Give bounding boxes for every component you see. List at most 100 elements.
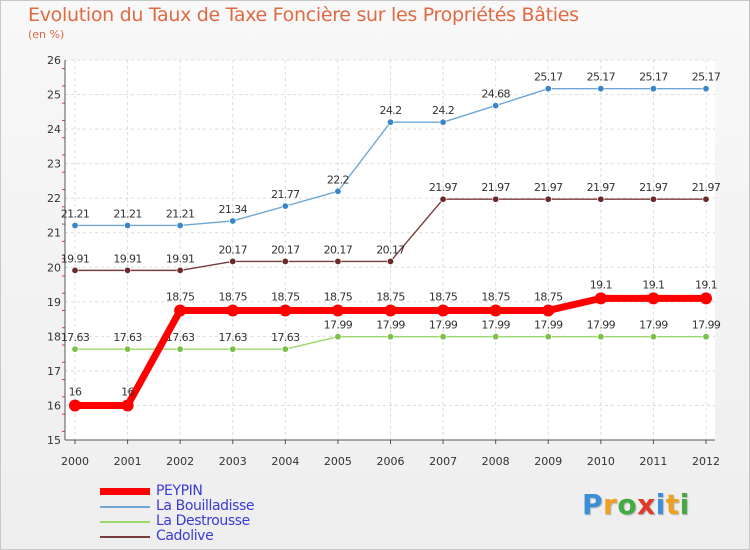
data-label-la-bouilladisse: 21.21 [166,207,195,220]
y-tick-label: 23 [47,158,61,171]
y-tick-label: 17 [47,365,61,378]
data-label-la-destrousse: 17.63 [61,331,90,344]
legend-label-cadolive: Cadolive [156,528,214,544]
data-point-la-destrousse [281,345,289,353]
data-label-peypin: 18.75 [166,290,195,303]
data-label-peypin: 16 [121,385,134,398]
data-label-peypin: 16 [69,385,82,398]
x-tick-label: 2008 [482,455,510,468]
logo-letter: r [603,488,618,521]
data-label-la-destrousse: 17.99 [587,319,616,332]
data-point-peypin [700,292,712,305]
x-tick-label: 2009 [534,455,562,468]
data-point-la-bouilladisse [176,221,184,229]
data-label-la-destrousse: 17.99 [639,319,668,332]
data-point-la-bouilladisse [281,202,289,210]
legend-swatch-peypin [100,488,150,495]
y-tick-label: 22 [47,192,61,205]
data-label-peypin: 18.75 [534,290,563,303]
data-point-cadolive [439,195,447,203]
data-label-la-destrousse: 17.99 [376,319,405,332]
data-point-cadolive [229,257,237,265]
data-label-cadolive: 21.97 [429,181,458,194]
y-axis-unit-label: (en %) [28,28,65,41]
y-tick-label: 26 [47,54,61,67]
legend-swatch-la-destrousse [100,521,150,523]
y-tick-label: 19 [47,296,61,309]
data-point-la-destrousse [229,345,237,353]
data-label-cadolive: 21.97 [534,181,563,194]
data-label-la-destrousse: 17.99 [534,319,563,332]
data-point-peypin [437,304,450,317]
y-tick-label: 18 [47,330,61,343]
data-label-la-bouilladisse: 21.77 [271,188,300,201]
data-point-cadolive [649,195,657,203]
data-point-la-destrousse [439,333,447,341]
data-point-la-bouilladisse [649,85,657,93]
data-point-la-bouilladisse [386,118,394,126]
data-label-cadolive: 21.97 [692,181,721,194]
data-label-peypin: 19.1 [695,278,717,291]
y-tick-label: 21 [47,227,61,240]
data-point-la-bouilladisse [229,217,237,225]
proxiti-logo: Proxiti [582,488,690,521]
data-point-peypin [384,304,397,317]
data-label-cadolive: 20.17 [219,243,248,256]
data-label-la-bouilladisse: 21.21 [61,207,90,220]
data-label-cadolive: 21.97 [481,181,510,194]
logo-letter: o [617,488,638,521]
data-point-cadolive [597,195,605,203]
x-tick-label: 2012 [692,455,720,468]
x-tick-label: 2010 [587,455,615,468]
data-point-cadolive [386,257,394,265]
data-point-la-destrousse [71,345,79,353]
data-label-la-destrousse: 17.63 [166,331,195,344]
data-label-cadolive: 20.17 [324,243,353,256]
logo-letter: i [655,488,666,521]
data-label-la-destrousse: 17.99 [481,319,510,332]
x-tick-label: 2011 [639,455,667,468]
data-point-la-destrousse [702,333,710,341]
data-point-peypin [121,399,134,412]
data-point-cadolive [176,266,184,274]
data-point-la-destrousse [334,333,342,341]
data-point-peypin [594,292,607,305]
data-point-la-destrousse [176,345,184,353]
data-label-la-destrousse: 17.63 [271,331,300,344]
data-label-la-destrousse: 17.63 [219,331,248,344]
data-point-la-destrousse [597,333,605,341]
y-tick-label: 15 [47,434,61,447]
data-label-cadolive: 21.97 [587,181,616,194]
data-label-peypin: 18.75 [271,290,300,303]
legend-label-peypin: PEYPIN [156,483,203,499]
data-point-peypin [647,292,660,305]
data-label-cadolive: 19.91 [113,252,142,265]
data-point-peypin [542,304,555,317]
x-tick-label: 2005 [324,455,352,468]
data-label-peypin: 18.75 [429,290,458,303]
data-label-la-bouilladisse: 25.17 [534,71,563,84]
data-point-la-destrousse [124,345,132,353]
data-point-la-bouilladisse [492,102,500,110]
data-label-la-destrousse: 17.99 [429,319,458,332]
data-point-la-bouilladisse [544,85,552,93]
data-point-peypin [174,304,187,317]
data-point-la-bouilladisse [439,118,447,126]
logo-letter: t [665,488,680,521]
chart-title: Evolution du Taux de Taxe Foncière sur l… [28,4,579,26]
data-label-la-destrousse: 17.99 [324,319,353,332]
data-point-peypin [489,304,502,317]
legend-label-la-bouilladisse: La Bouilladisse [156,498,255,514]
data-point-la-bouilladisse [124,221,132,229]
data-point-cadolive [124,266,132,274]
data-label-la-destrousse: 17.99 [692,319,721,332]
x-tick-label: 2003 [219,455,247,468]
data-label-la-bouilladisse: 22.2 [327,173,349,186]
data-point-la-destrousse [649,333,657,341]
legend-label-la-destrousse: La Destrousse [156,513,250,529]
x-tick-label: 2007 [429,455,457,468]
x-tick-label: 2006 [377,455,405,468]
data-label-la-bouilladisse: 25.17 [692,71,721,84]
logo-letter: P [582,488,604,521]
